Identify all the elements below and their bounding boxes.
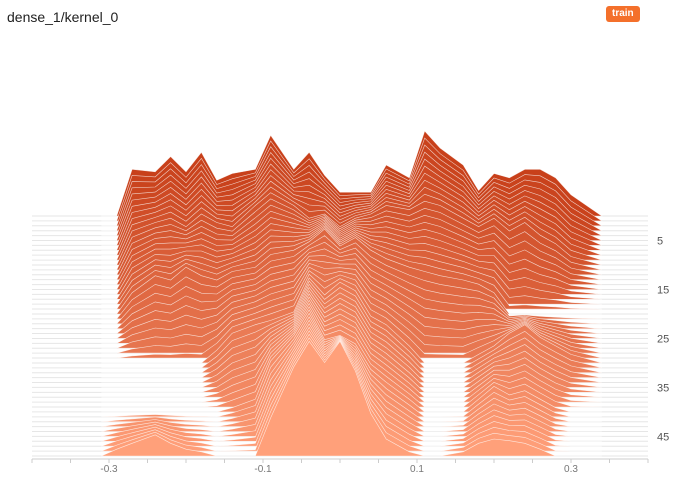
chart-title: dense_1/kernel_0 (7, 9, 119, 25)
x-tick-label: 0.3 (564, 464, 578, 475)
x-tick-label: -0.1 (254, 464, 272, 475)
y-axis: 5 15 25 35 45 (657, 235, 669, 443)
y-tick-label: 15 (657, 284, 669, 296)
y-tick-label: 5 (657, 235, 663, 247)
run-badge[interactable]: train (606, 6, 640, 22)
x-tick-label: 0.1 (410, 464, 424, 475)
y-tick-label: 45 (657, 431, 669, 443)
x-axis: -0.3 -0.1 0.1 0.3 (31, 458, 649, 475)
y-tick-label: 35 (657, 382, 669, 394)
x-tick-label: -0.3 (100, 464, 118, 475)
histogram-step-area[interactable] (101, 340, 602, 457)
histogram-areas (101, 130, 603, 457)
y-tick-label: 25 (657, 333, 669, 345)
